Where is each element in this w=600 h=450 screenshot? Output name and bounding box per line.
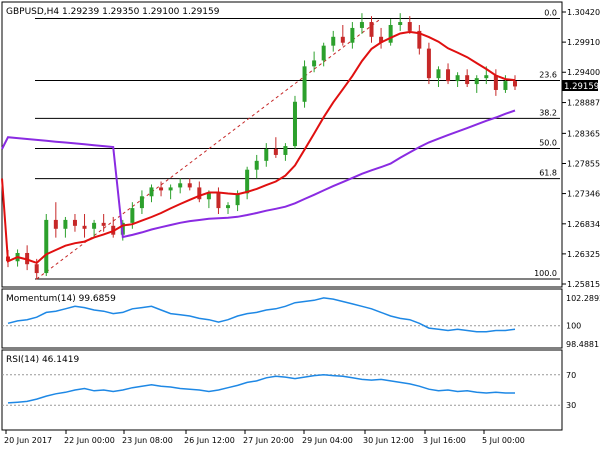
- candle-body: [359, 22, 364, 28]
- time-tick-label: 29 Jun 04:00: [302, 436, 353, 445]
- momentum-tick-label: 98.4881: [566, 340, 599, 349]
- momentum-line: [7, 297, 516, 333]
- axis-layer: 1.30420 1.29910 1.29400 1.28887 1.28365 1.278…: [4, 8, 600, 445]
- rsi-header: RSI(14) 46.1419: [6, 355, 79, 365]
- candle-body: [407, 22, 412, 31]
- candle-body: [206, 193, 211, 200]
- candle-body: [245, 169, 250, 194]
- candle-body: [292, 101, 297, 147]
- candle-body: [139, 196, 144, 209]
- candle-body: [321, 45, 326, 61]
- candle-body: [44, 219, 49, 274]
- candle-body: [168, 187, 173, 191]
- candle-body: [283, 146, 288, 155]
- candle-body: [92, 222, 97, 229]
- current-price-label: 1.29159: [564, 82, 599, 92]
- candle-body: [53, 219, 58, 229]
- candle-body: [426, 48, 431, 79]
- time-tick-label: 3 Jul 16:00: [423, 436, 466, 445]
- time-tick-label: 30 Jun 12:00: [363, 436, 414, 445]
- candle-body: [101, 222, 106, 226]
- fib-label: 0.0: [544, 8, 557, 17]
- momentum-tick-label: 100: [566, 322, 581, 331]
- time-tick-label: 22 Jun 00:00: [64, 436, 115, 445]
- moving-averages-layer: [1, 30, 516, 265]
- rsi-line: [7, 374, 515, 404]
- candle-body: [474, 78, 479, 85]
- candle-body: [187, 183, 192, 188]
- rsi-panel-frame: [1, 349, 563, 431]
- candle-body: [369, 22, 374, 37]
- price-tick-label: 1.26834: [567, 220, 600, 229]
- candle-body: [216, 193, 221, 209]
- candle-body: [273, 149, 278, 155]
- price-tick-label: 1.27855: [567, 160, 600, 169]
- fib-label: 23.6: [539, 71, 557, 80]
- candle-body: [72, 219, 77, 226]
- candle-body: [254, 160, 259, 170]
- price-tick-label: 1.26325: [567, 250, 600, 259]
- fib-label: 38.2: [539, 108, 557, 117]
- candle-body: [379, 36, 384, 43]
- ma-slow-line: [1, 109, 516, 239]
- fib-label: 61.8: [539, 169, 557, 178]
- time-tick-label: 26 Jun 12:00: [184, 436, 235, 445]
- candles-layer: [6, 13, 517, 280]
- candle-body: [493, 75, 498, 90]
- momentum-header: Momentum(14) 99.6859: [6, 294, 116, 304]
- main-header: GBPUSD,H4 1.29239 1.29350 1.29100 1.2915…: [6, 7, 220, 17]
- candle-body: [63, 219, 68, 229]
- candle-body: [465, 75, 470, 85]
- candle-body: [34, 264, 39, 274]
- candle-body: [82, 225, 87, 229]
- candle-body: [340, 36, 345, 43]
- price-tick-label: 1.28365: [567, 129, 600, 138]
- rsi-tick-label: 70: [566, 371, 576, 380]
- time-tick-label: 5 Jul 00:00: [482, 436, 525, 445]
- candle-body: [312, 60, 317, 67]
- price-tick-label: 1.30420: [567, 8, 600, 17]
- candle-body: [484, 75, 489, 79]
- current-price-box: [562, 80, 598, 91]
- price-tick-label: 1.27346: [567, 190, 600, 199]
- fibonacci-layer: 0.0 23.6 38.2 50.0 61.8 100.0: [35, 8, 560, 280]
- candle-body: [264, 149, 269, 161]
- momentum-panel-frame: [1, 288, 563, 349]
- fib-label: 50.0: [539, 138, 557, 147]
- candle-body: [178, 183, 183, 188]
- rsi-tick-label: 30: [566, 401, 576, 410]
- price-tick-label: 1.29910: [567, 38, 600, 47]
- time-tick-label: 23 Jun 08:00: [122, 436, 173, 445]
- time-tick-label: 20 Jun 2017: [4, 436, 52, 445]
- candle-body: [302, 66, 307, 102]
- momentum-tick-label: 102.2892: [566, 294, 600, 303]
- candle-body: [235, 193, 240, 206]
- candle-body: [331, 36, 336, 46]
- ma-fast-line: [1, 30, 516, 265]
- candle-body: [197, 187, 202, 200]
- candle-body: [455, 75, 460, 82]
- fib-label: 100.0: [534, 269, 557, 278]
- price-tick-label: 1.28887: [567, 99, 600, 108]
- candle-body: [159, 187, 164, 191]
- candle-body: [446, 69, 451, 82]
- candle-body: [513, 81, 517, 87]
- candle-body: [388, 24, 393, 43]
- indicator-layer: [2, 297, 562, 406]
- candle-body: [226, 205, 231, 209]
- time-tick-label: 27 Jun 20:00: [243, 436, 294, 445]
- price-tick-label: 1.25815: [567, 280, 600, 289]
- candle-body: [398, 22, 403, 25]
- candle-body: [503, 81, 508, 90]
- candle-body: [350, 27, 355, 43]
- candle-body: [130, 208, 135, 223]
- price-tick-label: 1.29400: [567, 68, 600, 77]
- candle-body: [149, 187, 154, 197]
- candle-body: [436, 69, 441, 79]
- candle-body: [417, 30, 422, 49]
- main-panel-frame: [1, 1, 563, 288]
